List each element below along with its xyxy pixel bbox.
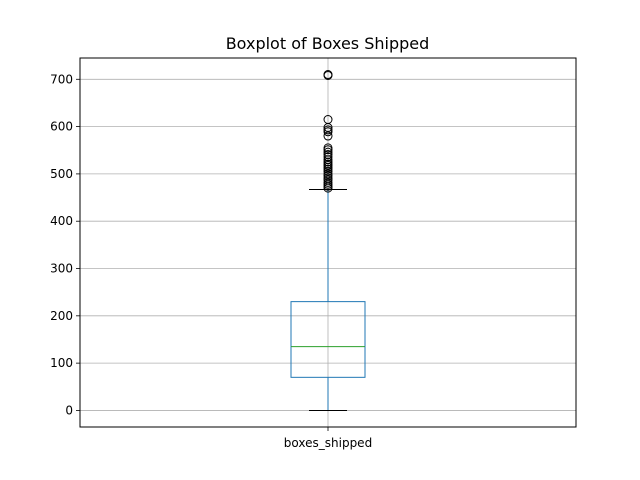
plot-frame: [79, 57, 577, 428]
y-axis: 0 100 200 300 400 500 600 700: [50, 72, 329, 431]
outlier-point-16: [323, 150, 333, 160]
y-tick-label-600: 600: [50, 120, 73, 134]
y-tick-label-500: 500: [50, 167, 73, 181]
outlier-point-7: [323, 169, 333, 179]
outlier-point-17: [323, 147, 333, 157]
iqr-box: [290, 301, 366, 378]
outlier-point-24: [323, 115, 333, 124]
outlier-point-19: [323, 143, 333, 153]
outlier-point-22: [323, 125, 333, 135]
outlier-point-20: [323, 131, 333, 141]
y-tick-label-700: 700: [50, 72, 73, 86]
y-tick-label-400: 400: [50, 214, 73, 228]
y-tick-label-0: 0: [65, 403, 73, 417]
x-tick-label-boxes-shipped: boxes_shipped: [284, 436, 372, 450]
outlier-point-5: [323, 173, 333, 183]
plot-layer: [290, 70, 366, 411]
chart-title: Boxplot of Boxes Shipped: [226, 34, 430, 53]
outlier-point-3: [323, 177, 333, 187]
y-tick-label-300: 300: [50, 262, 73, 276]
y-tick-label-100: 100: [50, 356, 73, 370]
y-tick-label-200: 200: [50, 309, 73, 323]
outlier-point-26: [323, 70, 333, 80]
outlier-point-15: [323, 152, 333, 162]
